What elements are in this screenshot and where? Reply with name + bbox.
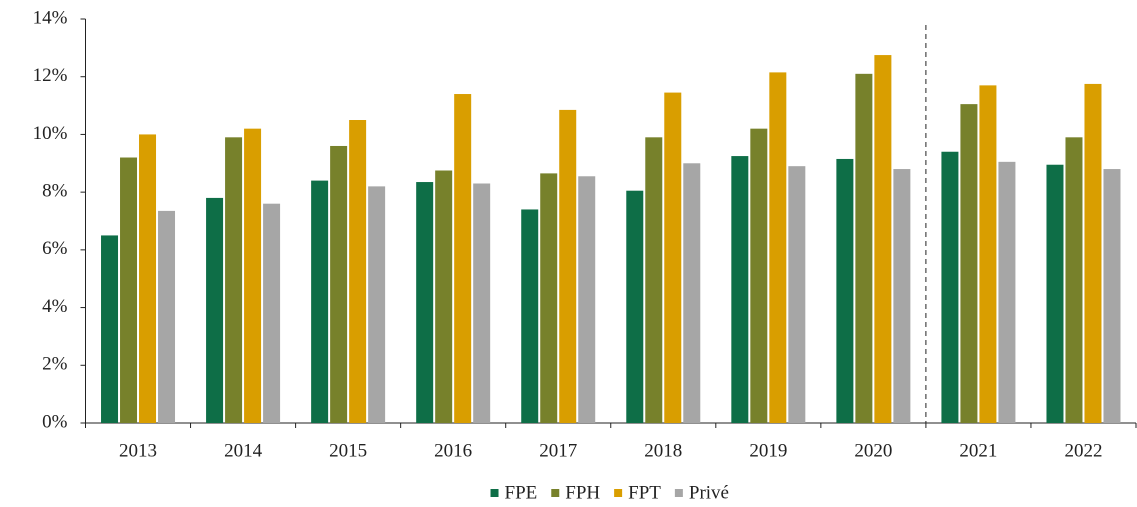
bar (626, 190, 644, 423)
y-tick-label: 14% (33, 7, 68, 28)
bar (960, 104, 978, 423)
bar (664, 92, 682, 423)
x-tick-label: 2013 (119, 440, 157, 461)
bar (769, 72, 787, 423)
bar (330, 145, 348, 423)
legend-marker (551, 489, 560, 497)
bar (120, 157, 138, 423)
bar (979, 85, 997, 423)
bar (435, 170, 453, 423)
bar (788, 166, 806, 423)
bar (836, 158, 854, 423)
bar (874, 55, 892, 423)
bar (1084, 83, 1102, 423)
bar (368, 186, 386, 423)
legend-marker (614, 489, 623, 497)
y-tick-label: 2% (42, 354, 68, 375)
y-tick-label: 10% (33, 123, 68, 144)
bar (1065, 137, 1083, 424)
y-tick-label: 8% (42, 181, 68, 202)
x-tick-label: 2020 (854, 440, 892, 461)
y-tick-label: 0% (42, 411, 68, 432)
bar (416, 182, 434, 423)
x-tick-label: 2018 (644, 440, 682, 461)
bar (244, 128, 262, 423)
x-tick-label: 2014 (224, 440, 263, 461)
bar (225, 137, 243, 424)
legend-marker (674, 489, 683, 497)
bar (139, 134, 157, 423)
bar (855, 73, 873, 423)
bar (206, 197, 224, 423)
bar (473, 183, 491, 423)
bar (521, 209, 539, 423)
bar (263, 203, 281, 423)
x-tick-label: 2022 (1064, 440, 1102, 461)
bar (645, 137, 663, 424)
x-tick-label: 2019 (749, 440, 787, 461)
bar (731, 156, 749, 424)
legend-label: FPT (628, 482, 661, 503)
y-tick-label: 6% (42, 238, 68, 259)
legend-label: FPE (505, 482, 538, 503)
bar (349, 120, 367, 423)
bar (454, 94, 472, 424)
x-tick-label: 2016 (434, 440, 472, 461)
bar (941, 151, 959, 423)
legend-marker (490, 489, 499, 497)
bar (559, 109, 577, 424)
bar (1103, 169, 1121, 423)
bar (893, 169, 911, 423)
bar (311, 180, 329, 423)
x-tick-label: 2021 (959, 440, 997, 461)
x-tick-label: 2017 (539, 440, 577, 461)
bar (998, 161, 1016, 424)
y-tick-label: 4% (42, 296, 68, 317)
legend-label: FPH (565, 482, 600, 503)
bar (578, 176, 596, 423)
y-tick-label: 12% (33, 65, 68, 86)
bar (158, 210, 176, 423)
legend-label: Privé (689, 482, 729, 503)
bar (1046, 164, 1064, 423)
bar (101, 235, 119, 423)
bar (750, 128, 768, 423)
x-tick-label: 2015 (329, 440, 367, 461)
bar (540, 173, 558, 423)
bar (683, 163, 701, 424)
